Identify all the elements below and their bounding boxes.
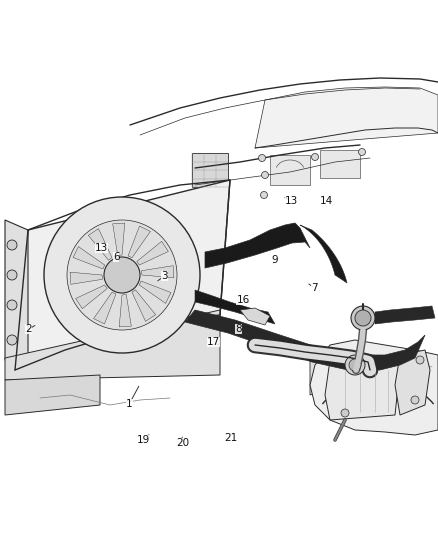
Circle shape: [261, 191, 268, 198]
Text: 13: 13: [95, 243, 108, 253]
Polygon shape: [240, 308, 270, 325]
Polygon shape: [325, 360, 400, 420]
Circle shape: [44, 197, 200, 353]
Polygon shape: [195, 290, 275, 324]
Text: 17: 17: [207, 337, 220, 347]
Circle shape: [358, 149, 365, 156]
Circle shape: [416, 356, 424, 364]
Polygon shape: [270, 155, 310, 185]
Polygon shape: [94, 292, 116, 324]
Polygon shape: [192, 153, 228, 187]
Text: 6: 6: [113, 252, 120, 262]
Text: 14: 14: [320, 197, 333, 206]
Polygon shape: [310, 360, 325, 395]
Polygon shape: [5, 220, 28, 370]
Polygon shape: [70, 272, 102, 284]
Circle shape: [7, 240, 17, 250]
Polygon shape: [255, 87, 438, 148]
Polygon shape: [128, 226, 150, 257]
Polygon shape: [205, 223, 310, 268]
Text: 9: 9: [272, 255, 279, 265]
Text: 7: 7: [311, 283, 318, 293]
Polygon shape: [5, 375, 100, 415]
Circle shape: [411, 396, 419, 404]
Circle shape: [345, 355, 365, 375]
Polygon shape: [15, 180, 230, 370]
Text: 16: 16: [237, 295, 250, 304]
Polygon shape: [320, 150, 360, 178]
Circle shape: [349, 359, 361, 371]
Polygon shape: [300, 225, 347, 283]
Polygon shape: [73, 247, 105, 269]
Circle shape: [311, 154, 318, 160]
Polygon shape: [139, 281, 171, 303]
Polygon shape: [137, 241, 168, 265]
Circle shape: [341, 409, 349, 417]
Text: 19: 19: [137, 435, 150, 445]
Circle shape: [7, 335, 17, 345]
Circle shape: [258, 155, 265, 161]
Text: 21: 21: [225, 433, 238, 443]
Text: 3: 3: [161, 271, 168, 281]
Text: 1: 1: [126, 399, 133, 409]
Text: 8: 8: [235, 325, 242, 334]
Polygon shape: [119, 295, 131, 327]
Polygon shape: [310, 340, 438, 435]
Polygon shape: [132, 290, 155, 321]
Circle shape: [261, 172, 268, 179]
Circle shape: [7, 270, 17, 280]
Polygon shape: [113, 223, 125, 255]
Circle shape: [7, 300, 17, 310]
Circle shape: [351, 306, 375, 330]
Polygon shape: [76, 285, 107, 309]
Circle shape: [104, 257, 140, 293]
Polygon shape: [141, 265, 174, 278]
Text: 2: 2: [25, 325, 32, 334]
Polygon shape: [88, 229, 112, 260]
Circle shape: [67, 220, 177, 330]
Polygon shape: [375, 306, 435, 324]
Text: 20: 20: [177, 439, 190, 448]
Text: 13: 13: [285, 197, 298, 206]
Polygon shape: [5, 310, 220, 380]
Polygon shape: [395, 350, 430, 415]
Polygon shape: [185, 310, 425, 370]
Circle shape: [355, 310, 371, 326]
